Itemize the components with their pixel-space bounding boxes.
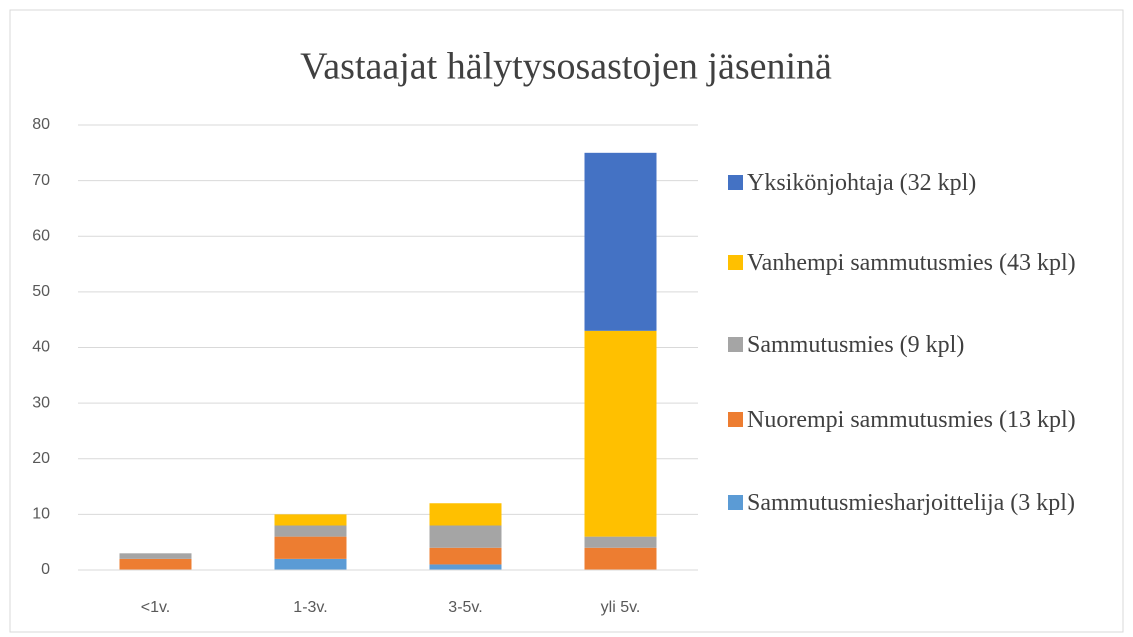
y-tick-label: 80 — [32, 116, 50, 133]
y-tick-label: 20 — [32, 450, 50, 467]
legend-label: Vanhempi sammutusmies (43 kpl) — [747, 250, 1076, 276]
bar-segment — [274, 514, 347, 526]
x-tick-label: yli 5v. — [601, 599, 641, 616]
bar-segment — [584, 330, 657, 537]
legend-item: Nuorempi sammutusmies (13 kpl) — [728, 402, 1108, 438]
legend-item: Sammutusmies (9 kpl) — [728, 327, 1108, 363]
legend-swatch — [728, 175, 743, 190]
bar-segment — [584, 536, 657, 548]
bar-segment — [429, 525, 502, 548]
bar-segment — [119, 553, 192, 559]
bar-segment — [119, 558, 192, 570]
x-tick-label: 1-3v. — [293, 599, 327, 616]
y-tick-label: 30 — [32, 394, 50, 411]
bar-segment — [274, 558, 347, 570]
legend-item: Yksikönjohtaja (32 kpl) — [728, 165, 1108, 201]
bar-segment — [584, 152, 657, 331]
y-tick-label: 0 — [41, 561, 50, 578]
legend-swatch — [728, 412, 743, 427]
chart-frame — [9, 9, 1124, 633]
bar-segment — [429, 564, 502, 570]
bar-segment — [274, 536, 347, 559]
y-tick-label: 10 — [32, 506, 50, 523]
y-tick-label: 40 — [32, 339, 50, 356]
chart-title: Vastaajat hälytysosastojen jäseninä — [300, 46, 832, 88]
legend-label: Nuorempi sammutusmies (13 kpl) — [747, 407, 1076, 433]
y-tick-label: 60 — [32, 227, 50, 244]
bar-segment — [429, 503, 502, 526]
x-tick-label: <1v. — [141, 599, 171, 616]
legend-label: Sammutusmies (9 kpl) — [747, 332, 965, 358]
legend-item: Sammutusmiesharjoittelija (3 kpl) — [728, 485, 1108, 521]
legend-swatch — [728, 337, 743, 352]
legend-label: Yksikönjohtaja (32 kpl) — [747, 170, 977, 196]
bar-segment — [584, 547, 657, 570]
bar-segment — [429, 547, 502, 565]
y-tick-label: 70 — [32, 172, 50, 189]
legend-swatch — [728, 495, 743, 510]
x-tick-label: 3-5v. — [448, 599, 482, 616]
legend-swatch — [728, 255, 743, 270]
y-tick-label: 50 — [32, 283, 50, 300]
bar-segment — [274, 525, 347, 537]
legend-item: Vanhempi sammutusmies (43 kpl) — [728, 245, 1108, 281]
legend-label: Sammutusmiesharjoittelija (3 kpl) — [747, 490, 1075, 516]
